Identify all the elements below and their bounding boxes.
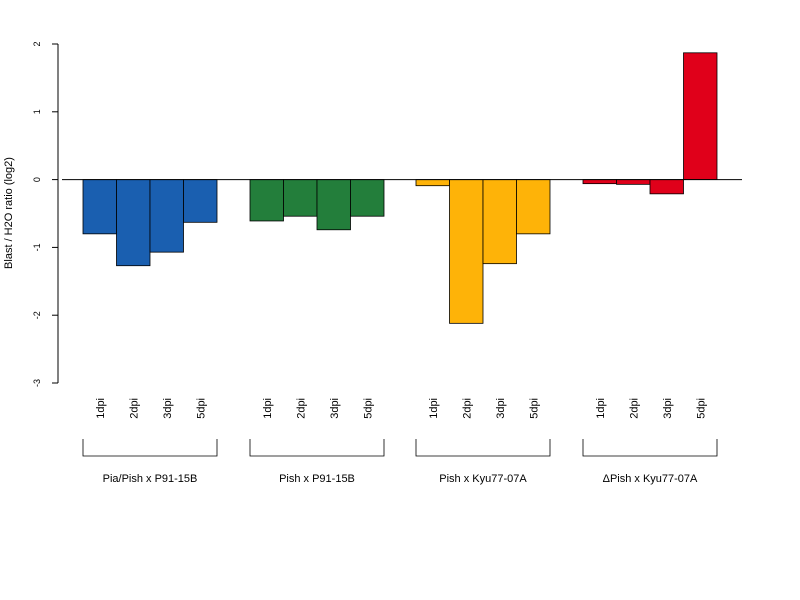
group-label: ΔPish x Kyu77-07A [603,473,698,485]
bar [249,179,284,222]
bar [582,179,617,185]
y-tick-label: -3 [32,379,42,387]
group-label: Pia/Pish x P91-15B [103,473,198,485]
x-tick-label: 3dpi [329,398,341,419]
x-tick-label: 3dpi [495,398,507,419]
x-tick-label: 3dpi [162,398,174,419]
group-bracket [82,439,218,457]
x-tick-label: 1dpi [595,398,607,419]
x-tick-label: 2dpi [128,398,140,419]
x-tick-label: 2dpi [461,398,473,419]
group-bracket [582,439,718,457]
x-tick-label: 5dpi [362,398,374,419]
y-tick-label: -2 [32,311,42,319]
bar [449,179,484,324]
bar [183,179,218,223]
group-label: Pish x Kyu77-07A [439,473,527,485]
group-bracket [415,439,551,457]
x-tick-label: 1dpi [262,398,274,419]
group-brackets: Pia/Pish x P91-15B Pish x P91-15B Pish x K… [82,439,718,485]
x-tick-label: 2dpi [295,398,307,419]
x-tick-label: 1dpi [428,398,440,419]
group-label: Pish x P91-15B [279,473,355,485]
x-tick-label: 5dpi [695,398,707,419]
x-tick-label: 5dpi [528,398,540,419]
x-tick-label: 5dpi [195,398,207,419]
bar [616,179,651,185]
x-tick-label: 1dpi [95,398,107,419]
x-tick-label: 3dpi [662,398,674,419]
bar [350,179,385,217]
y-tick-label: 0 [32,177,42,182]
bar [316,179,351,231]
y-tick-label: 1 [32,109,42,114]
bar [649,179,684,195]
y-axis: 2 1 0 -1 -2 -3 [32,41,59,387]
bar [283,179,318,217]
bar [482,179,517,265]
bar [415,179,450,187]
bar [683,52,718,181]
group-bracket [249,439,385,457]
bar [82,179,117,235]
bar [516,179,551,235]
x-tick-labels: 1dpi 2dpi 3dpi 5dpi 1dpi 2dpi 3dpi 5dpi 1dpi 2dpi… [95,398,708,419]
bars [82,52,718,324]
y-tick-label: -1 [32,243,42,251]
y-axis-label: Blast / H2O ratio (log2) [3,157,15,269]
bar [116,179,151,267]
bar [149,179,184,253]
y-tick-label: 2 [32,41,42,46]
x-tick-label: 2dpi [628,398,640,419]
